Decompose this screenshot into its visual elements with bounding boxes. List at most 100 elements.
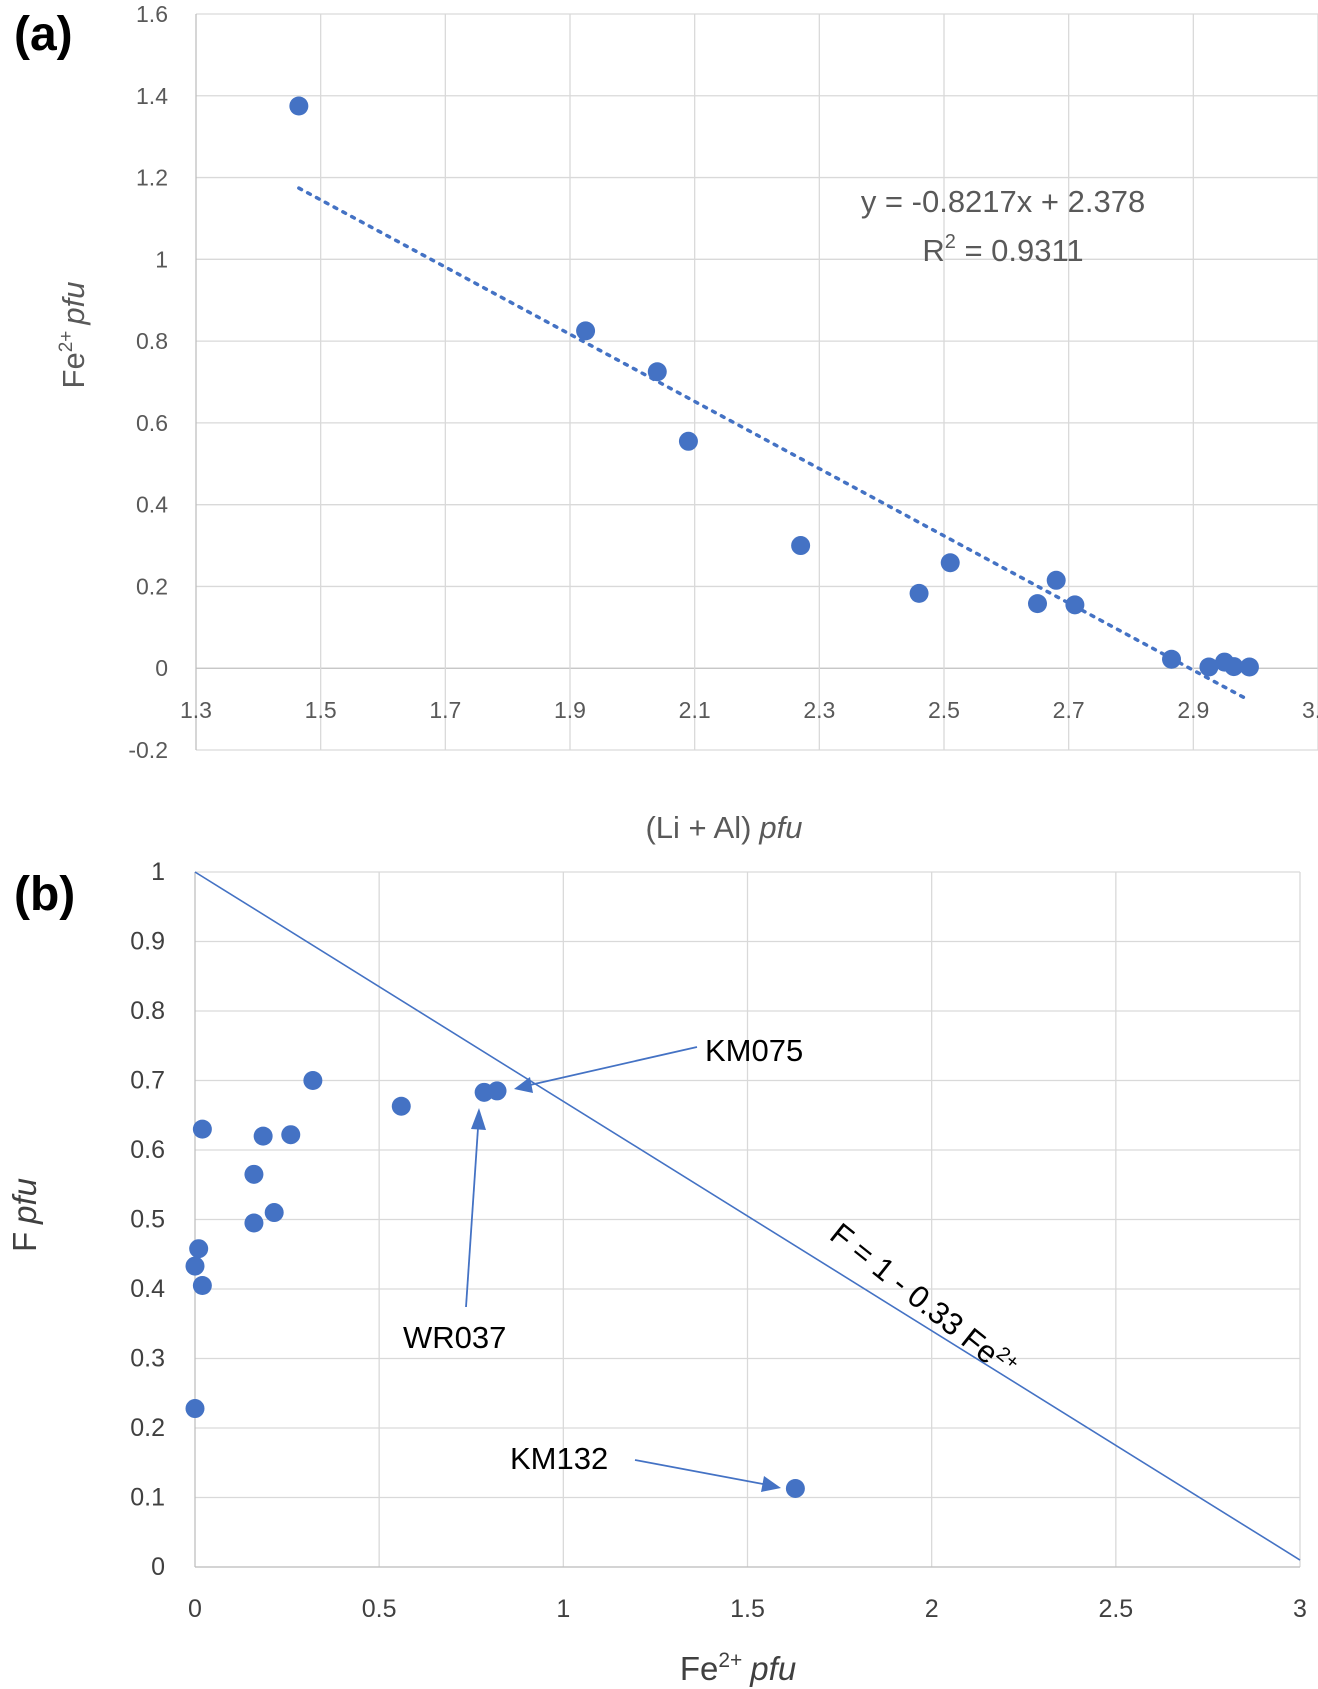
y-tick-label: 1.6: [136, 1, 168, 27]
data-point: [244, 1213, 264, 1233]
panel-b-y-axis-label-unit: pfu: [6, 1178, 43, 1225]
x-tick-label: 2.7: [1053, 697, 1085, 723]
annotation-wr037: WR037: [403, 1320, 506, 1355]
y-tick-label: 0.3: [130, 1345, 165, 1373]
x-tick-label: 1: [556, 1595, 570, 1623]
panel-b: (b) 0 0.5 1 1.5 2 2.5 3 0 0.1 0.2 0.3 0.4 0.5 0.6 0.7…: [6, 858, 1307, 1687]
panel-b-x-axis-label-unit: pfu: [749, 1650, 796, 1687]
arrow-km132: [634, 1459, 764, 1485]
data-point: [1046, 570, 1066, 590]
arrowhead-wr037: [471, 1108, 486, 1130]
data-point: [1162, 649, 1182, 669]
r-squared-sup: 2: [945, 231, 956, 253]
x-tick-label: 1.9: [554, 697, 586, 723]
x-tick-label: 1.3: [180, 697, 212, 723]
panel-b-y-ticks: 0 0.1 0.2 0.3 0.4 0.5 0.6 0.7 0.8 0.9 1: [130, 858, 165, 1581]
panel-a-x-axis-label-unit: pfu: [758, 810, 802, 845]
data-point: [678, 431, 698, 451]
y-tick-label: 1.4: [136, 83, 168, 109]
panel-a-x-axis-label-main: (Li + Al): [645, 810, 751, 845]
panel-a-y-axis-label-unit: pfu: [56, 282, 91, 326]
data-point: [487, 1081, 507, 1101]
data-point: [192, 1119, 212, 1139]
trendline-equation: y = -0.8217x + 2.378: [861, 184, 1145, 219]
x-tick-label: 2.5: [1098, 1595, 1133, 1623]
panel-a-label: (a): [14, 8, 73, 61]
x-tick-label: 0: [188, 1595, 202, 1623]
y-tick-label: 0.4: [130, 1275, 165, 1303]
arrow-km075: [529, 1046, 698, 1086]
x-tick-label: 2: [925, 1595, 939, 1623]
panel-b-x-axis-label-sup: 2+: [718, 1649, 742, 1672]
reference-line-label: F = 1 - 0.33 Fe2+: [824, 1215, 1024, 1385]
y-tick-label: 0.7: [130, 1067, 165, 1095]
r-squared: R2 = 0.9311: [922, 231, 1083, 268]
data-point: [1028, 594, 1047, 614]
data-point: [576, 321, 596, 341]
y-tick-label: 1: [155, 246, 168, 272]
x-tick-label: 0.5: [362, 1595, 397, 1623]
x-tick-label: 2.5: [928, 697, 960, 723]
data-point: [244, 1164, 264, 1184]
y-tick-label: 0.8: [136, 328, 168, 354]
panel-b-y-axis-label-base: F: [6, 1232, 43, 1252]
arrowhead-km132: [761, 1476, 781, 1492]
r-squared-prefix: R: [922, 233, 944, 268]
y-tick-label: 0.2: [136, 573, 168, 599]
data-point: [281, 1125, 301, 1145]
reference-line: [194, 871, 1301, 1561]
y-tick-label: 1: [151, 858, 165, 886]
y-tick-label: -0.2: [128, 737, 168, 763]
x-tick-label: 1.5: [305, 697, 337, 723]
panel-b-points: [185, 1071, 805, 1498]
x-tick-label: 1.7: [429, 697, 461, 723]
data-point: [1224, 657, 1244, 677]
data-point: [647, 362, 667, 382]
panel-a: (a) 1.3 1.5 1.7 1.9 2.1 2.3 2.5 2.7 2.9 3.1 -0.2 0…: [14, 1, 1318, 845]
data-point: [185, 1399, 205, 1419]
arrow-wr037: [465, 1127, 479, 1308]
data-point: [264, 1203, 284, 1223]
y-tick-label: 0.9: [130, 928, 165, 956]
x-tick-label: 2.3: [803, 697, 835, 723]
x-tick-label: 2.1: [679, 697, 711, 723]
y-tick-label: 0.4: [136, 492, 168, 518]
panel-a-y-axis-label-sup: 2+: [56, 331, 77, 353]
data-point: [391, 1096, 411, 1116]
panel-a-gridlines: [195, 13, 1318, 751]
panel-a-x-ticks: 1.3 1.5 1.7 1.9 2.1 2.3 2.5 2.7 2.9 3.1: [180, 697, 1318, 723]
y-tick-label: 1.2: [136, 165, 168, 191]
arrowhead-km075: [514, 1077, 533, 1093]
data-point: [791, 536, 811, 556]
annotation-km132: KM132: [510, 1441, 608, 1476]
panel-b-x-axis-label-base: Fe: [680, 1650, 719, 1687]
y-tick-label: 0.6: [130, 1136, 165, 1164]
data-point: [189, 1239, 209, 1259]
y-tick-label: 0.8: [130, 997, 165, 1025]
y-tick-label: 0.2: [130, 1414, 165, 1442]
panel-a-trendline: [297, 186, 1252, 703]
panel-a-points: [289, 96, 1259, 677]
data-point: [253, 1126, 273, 1146]
panel-b-label: (b): [14, 868, 75, 921]
x-tick-label: 3: [1293, 1595, 1307, 1623]
panel-a-y-axis-label: Fe2+ pfu: [56, 282, 91, 389]
annotation-km075: KM075: [705, 1033, 803, 1068]
data-point: [185, 1256, 205, 1276]
data-point: [303, 1071, 323, 1090]
reference-line-label-text: F = 1 - 0.33 Fe: [824, 1216, 1005, 1371]
panel-a-y-ticks: -0.2 0 0.2 0.4 0.6 0.8 1 1.2 1.4 1.6: [128, 1, 168, 763]
data-point: [289, 96, 309, 116]
panel-a-y-axis-label-base: Fe: [56, 352, 91, 388]
y-tick-label: 0.1: [130, 1484, 165, 1512]
data-point: [1239, 657, 1259, 677]
panel-b-y-axis-label: Fpfu: [6, 1178, 43, 1252]
x-tick-label: 1.5: [730, 1595, 765, 1623]
data-point: [192, 1276, 212, 1296]
x-tick-label: 3.1: [1302, 697, 1318, 723]
panel-b-x-ticks: 0 0.5 1 1.5 2 2.5 3: [188, 1595, 1307, 1623]
y-tick-label: 0: [155, 655, 168, 681]
data-point: [1065, 595, 1085, 615]
data-point: [909, 583, 929, 603]
